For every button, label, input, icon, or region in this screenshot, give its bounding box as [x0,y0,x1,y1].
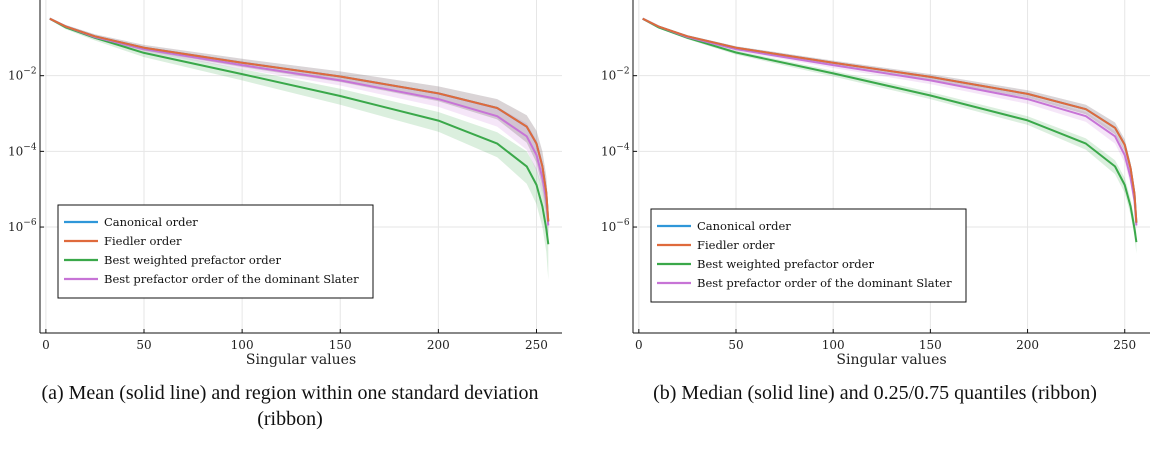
x-tick-label: 250 [525,338,548,352]
x-tick-label: 150 [919,338,942,352]
legend-label-fiedler: Fiedler order [104,234,182,248]
series-line-fiedler [642,17,1138,223]
legend-label-weighted: Best weighted prefactor order [697,257,874,271]
x-tick-label: 200 [1016,338,1039,352]
y-tick-label: 10−2 [8,67,37,83]
chart-panel-b: 0 50 100 150 200 250 10−2 10−4 10−6 Singular valu… [601,0,1150,368]
legend-label-weighted: Best weighted prefactor order [104,253,281,267]
chart-panel-a: 0 50 100 150 200 250 10−2 10−4 10−6 Singular valu… [8,0,562,368]
x-tick-label: 0 [42,338,50,352]
y-tick-label: 10−6 [601,218,630,234]
caption-a: (a) Mean (solid line) and region within … [41,382,539,430]
legend-label-canonical: Canonical order [104,215,198,229]
y-tick-label: 10−4 [8,142,37,158]
legend-box [57,204,374,299]
y-tick-label: 10−4 [601,142,630,158]
x-tick-label: 50 [136,338,151,352]
ribbon-fiedler [642,18,1137,229]
x-tick-label: 100 [822,338,845,352]
ribbon-canonical [642,18,1137,229]
ribbon-slater [642,18,1137,231]
caption-b: (b) Median (solid line) and 0.25/0.75 qu… [653,382,1097,404]
x-tick-label: 50 [728,338,743,352]
series-line-slater [642,17,1138,226]
legend-label-slater: Best prefactor order of the dominant Sla… [697,276,952,290]
x-tick-label: 100 [231,338,254,352]
x-tick-label: 250 [1113,338,1136,352]
x-tick-label: 150 [329,338,352,352]
series-line-canonical [642,17,1138,223]
x-tick-label: 0 [635,338,643,352]
x-tick-label: 200 [427,338,450,352]
series-line-fiedler [49,17,550,222]
x-axis-label: Singular values [836,352,946,368]
legend-label-fiedler: Fiedler order [697,238,775,252]
legend-label-slater: Best prefactor order of the dominant Sla… [104,272,359,286]
x-axis-label: Singular values [246,352,356,368]
y-tick-label: 10−6 [8,218,37,234]
legend-label-canonical: Canonical order [697,219,791,233]
legend-box [650,208,967,303]
y-tick-label: 10−2 [601,67,630,83]
